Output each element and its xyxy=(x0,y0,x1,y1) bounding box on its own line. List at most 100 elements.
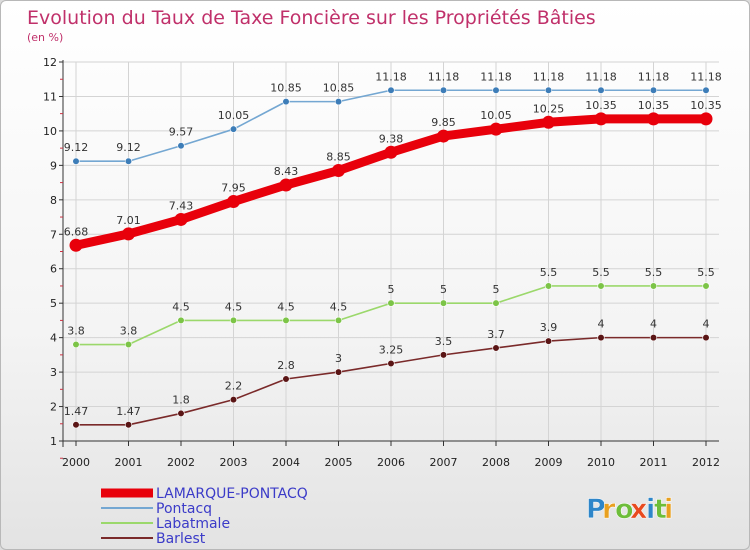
data-point xyxy=(334,368,343,376)
data-label: 9.12 xyxy=(116,141,141,154)
data-point xyxy=(227,195,240,209)
data-label: 5.5 xyxy=(645,266,663,279)
data-label: 9.38 xyxy=(379,132,404,145)
data-label: 11.18 xyxy=(585,70,617,83)
data-point xyxy=(177,316,185,325)
x-tick-label: 2011 xyxy=(640,456,668,469)
logo-letter: i xyxy=(646,494,655,525)
data-label: 7.95 xyxy=(221,182,246,195)
y-tick-label: 3 xyxy=(50,366,57,379)
data-label: 4.5 xyxy=(330,300,348,313)
logo-letter: t xyxy=(654,494,667,525)
legend-label: Barlest xyxy=(156,531,206,547)
chart-title: Evolution du Taux de Taxe Foncière sur l… xyxy=(27,7,596,29)
data-point xyxy=(597,86,605,94)
x-tick-label: 2005 xyxy=(325,456,353,469)
data-point xyxy=(439,299,448,307)
data-point xyxy=(702,86,710,94)
data-label: 10.05 xyxy=(480,109,512,122)
data-point xyxy=(122,227,135,241)
x-tick-label: 2001 xyxy=(115,456,143,469)
data-point xyxy=(282,98,290,106)
data-label: 10.35 xyxy=(690,99,722,112)
data-point xyxy=(174,212,188,226)
y-tick-label: 8 xyxy=(50,194,57,207)
data-label: 10.85 xyxy=(270,82,302,95)
data-point xyxy=(124,340,133,349)
x-tick-label: 2002 xyxy=(167,456,195,469)
data-point xyxy=(384,145,398,159)
data-point xyxy=(542,115,555,129)
data-point xyxy=(544,86,553,94)
data-point xyxy=(279,178,293,192)
data-label: 2.2 xyxy=(225,380,243,393)
y-tick-label: 11 xyxy=(43,90,57,103)
logo-letter: o xyxy=(615,494,634,525)
y-tick-label: 2 xyxy=(50,401,57,414)
y-tick-label: 5 xyxy=(50,297,57,310)
data-point xyxy=(229,396,238,404)
data-point xyxy=(597,282,605,290)
x-tick-label: 2003 xyxy=(220,456,248,469)
data-point xyxy=(72,421,80,429)
logo-letter: x xyxy=(630,494,647,525)
data-label: 9.85 xyxy=(431,116,456,129)
x-tick-label: 2012 xyxy=(692,456,720,469)
data-point xyxy=(544,282,553,290)
data-point xyxy=(594,112,608,126)
data-point xyxy=(282,375,290,383)
legend-label: LAMARQUE-PONTACQ xyxy=(156,486,308,502)
data-point xyxy=(702,334,710,342)
data-label: 11.18 xyxy=(375,70,407,83)
data-point xyxy=(647,112,660,126)
data-point xyxy=(387,359,395,368)
data-point xyxy=(702,282,710,290)
data-label: 10.05 xyxy=(218,109,250,122)
data-point xyxy=(124,421,133,429)
data-point xyxy=(177,409,185,418)
data-label: 10.35 xyxy=(585,99,617,112)
data-label: 4.5 xyxy=(172,300,190,313)
y-tick-label: 6 xyxy=(50,263,57,276)
data-point xyxy=(489,122,503,136)
data-label: 8.43 xyxy=(274,165,299,178)
data-label: 5 xyxy=(493,283,500,296)
logo-letter: r xyxy=(602,494,616,525)
x-tick-label: 2007 xyxy=(430,456,458,469)
data-label: 8.85 xyxy=(326,151,351,164)
data-label: 3.5 xyxy=(435,335,453,348)
y-tick-label: 12 xyxy=(43,56,57,69)
data-point xyxy=(492,299,500,307)
data-label: 5.5 xyxy=(592,266,610,279)
data-label: 1.47 xyxy=(116,405,141,418)
data-label: 9.12 xyxy=(64,141,89,154)
data-label: 4.5 xyxy=(225,300,243,313)
y-tick-label: 4 xyxy=(50,332,57,345)
data-label: 5 xyxy=(388,283,395,296)
logo-letter: i xyxy=(664,494,673,525)
data-point xyxy=(649,282,658,290)
data-label: 2.8 xyxy=(277,359,295,372)
x-tick-label: 2006 xyxy=(377,456,405,469)
data-label: 3.7 xyxy=(487,328,505,341)
data-label: 5.5 xyxy=(540,266,558,279)
x-tick-label: 2004 xyxy=(272,456,300,469)
chart-subtitle: (en %) xyxy=(27,31,63,44)
x-tick-label: 2000 xyxy=(62,456,90,469)
data-point xyxy=(439,351,448,359)
data-label: 3.9 xyxy=(540,321,558,334)
data-point xyxy=(699,112,713,126)
data-label: 5 xyxy=(440,283,447,296)
data-label: 4 xyxy=(598,318,605,331)
data-point xyxy=(177,142,185,150)
data-point xyxy=(229,316,238,325)
data-label: 10.85 xyxy=(323,82,355,95)
data-label: 10.35 xyxy=(638,99,670,112)
data-label: 3 xyxy=(335,352,342,365)
data-point xyxy=(597,334,605,342)
data-label: 6.68 xyxy=(64,225,89,238)
data-point xyxy=(387,299,395,307)
data-point xyxy=(492,344,500,352)
data-label: 9.57 xyxy=(169,126,194,139)
